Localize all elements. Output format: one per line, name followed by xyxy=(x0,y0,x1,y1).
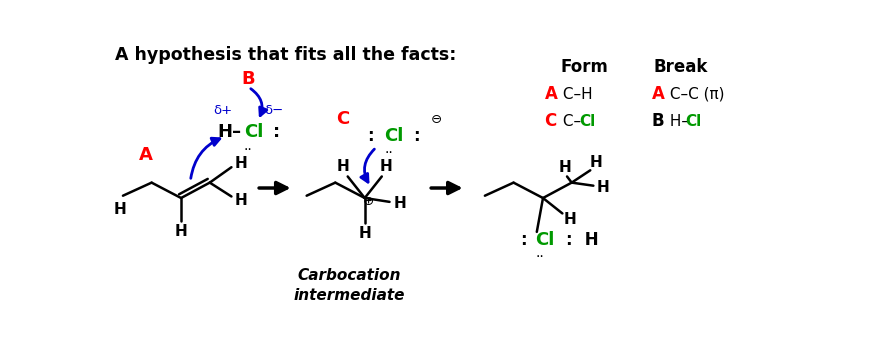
Text: H: H xyxy=(579,230,598,249)
Text: H: H xyxy=(358,226,371,241)
Text: ⊖: ⊖ xyxy=(431,113,442,126)
Text: A hypothesis that fits all the facts:: A hypothesis that fits all the facts: xyxy=(115,46,457,64)
Text: B: B xyxy=(651,112,664,130)
Text: Cl: Cl xyxy=(685,114,702,129)
Text: :: : xyxy=(413,127,420,145)
Text: Cl: Cl xyxy=(535,230,555,249)
Text: C: C xyxy=(544,112,557,130)
Text: H: H xyxy=(590,155,603,170)
Text: C–: C– xyxy=(558,114,582,129)
Text: Carbocation: Carbocation xyxy=(297,268,401,282)
Text: intermediate: intermediate xyxy=(294,287,405,303)
Text: Cl: Cl xyxy=(385,127,404,145)
Text: ⊕: ⊕ xyxy=(362,195,373,207)
Text: ⋅⋅: ⋅⋅ xyxy=(244,143,253,157)
Text: H–: H– xyxy=(217,123,242,141)
Text: A: A xyxy=(651,85,664,103)
Text: B: B xyxy=(242,70,255,88)
Text: A: A xyxy=(544,85,557,103)
Text: :: : xyxy=(273,123,281,141)
Text: :: : xyxy=(367,127,374,145)
Text: H: H xyxy=(564,212,576,227)
Text: δ+: δ+ xyxy=(214,104,233,117)
Text: H: H xyxy=(235,156,247,171)
Text: Cl: Cl xyxy=(244,123,263,141)
Text: ⋅⋅: ⋅⋅ xyxy=(535,250,544,263)
Text: C: C xyxy=(336,110,350,129)
Text: H–: H– xyxy=(665,114,690,129)
Text: H: H xyxy=(380,159,392,174)
Text: H: H xyxy=(559,160,572,175)
Text: ⋅⋅: ⋅⋅ xyxy=(385,146,393,160)
Text: H: H xyxy=(393,196,406,211)
Text: H: H xyxy=(235,193,247,208)
Text: C–C (π): C–C (π) xyxy=(665,87,725,102)
Text: Break: Break xyxy=(653,58,707,76)
Text: C–H: C–H xyxy=(558,87,593,102)
Text: H: H xyxy=(174,224,187,239)
Text: A: A xyxy=(139,146,153,164)
Text: δ−: δ− xyxy=(264,104,283,117)
Text: H: H xyxy=(337,159,350,174)
Text: Form: Form xyxy=(560,58,608,76)
Text: :: : xyxy=(520,230,527,249)
Text: H: H xyxy=(113,202,126,217)
Text: H: H xyxy=(596,180,609,195)
Text: :: : xyxy=(565,230,571,249)
Text: Cl: Cl xyxy=(579,114,596,129)
